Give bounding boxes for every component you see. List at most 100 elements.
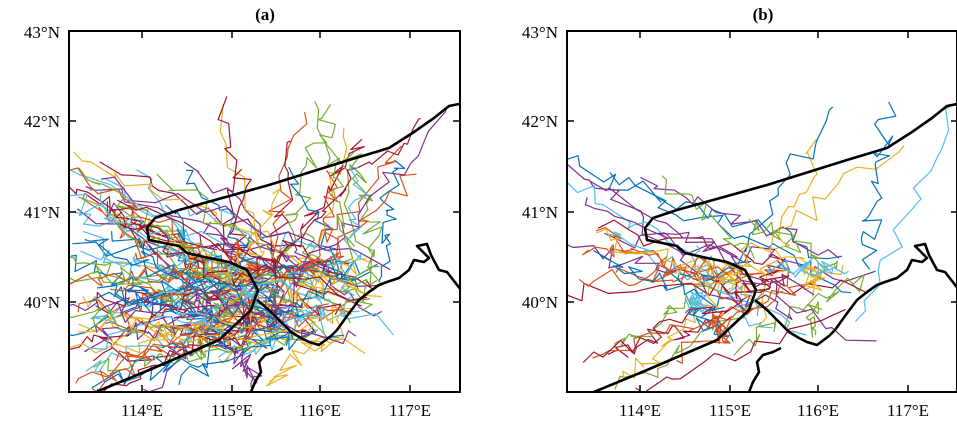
trajectory-line <box>567 180 711 271</box>
trajectory-line <box>187 209 355 264</box>
trajectory-line <box>378 159 406 283</box>
trajectory-line <box>100 176 391 271</box>
trajectory-line <box>693 245 773 329</box>
trajectory-line <box>250 118 421 283</box>
trajectory-line <box>854 104 952 322</box>
panel-a-lat-tick-40: 40°N <box>24 293 60 312</box>
trajectory-line <box>593 250 725 312</box>
panel-a-lat-tick-43: 43°N <box>24 23 60 42</box>
trajectory-line <box>217 188 281 321</box>
trajectory-line <box>717 145 905 290</box>
trajectory-line <box>584 197 815 296</box>
panel-b-lon-tick-116: 116°E <box>797 401 839 420</box>
trajectory-line <box>161 300 342 319</box>
trajectory-line <box>88 257 344 350</box>
coastline <box>747 346 782 392</box>
panel-a-lon-tick-114: 114°E <box>121 401 163 420</box>
trajectory-line <box>109 284 330 309</box>
panel-b-lat-tick-41: 41°N <box>522 203 558 222</box>
trajectory-line <box>247 236 351 285</box>
panel-b-lon-tick-114: 114°E <box>619 401 661 420</box>
panel-a-trajectories <box>69 96 448 392</box>
trajectory-line <box>635 308 846 392</box>
trajectory-line <box>608 231 807 336</box>
panel-b-lat-tick-40: 40°N <box>522 293 558 312</box>
trajectory-line <box>273 104 336 263</box>
trajectory-line <box>77 208 382 287</box>
panel-a-lon-tick-115: 115°E <box>211 401 253 420</box>
trajectory-line <box>322 170 345 260</box>
trajectory-line <box>82 296 229 354</box>
panel-b-tick-marks <box>567 30 957 392</box>
panel-b-lon-tick-115: 115°E <box>709 401 751 420</box>
trajectory-line <box>592 281 815 359</box>
panel-b-lat-tick-43: 43°N <box>522 23 558 42</box>
trajectory-line <box>802 265 825 297</box>
trajectory-line <box>748 218 838 270</box>
trajectory-line <box>115 211 229 279</box>
trajectory-line <box>733 274 865 356</box>
trajectory-line <box>767 257 849 278</box>
trajectory-line <box>218 306 355 364</box>
trajectory-line <box>117 199 368 301</box>
trajectory-line <box>597 219 786 265</box>
trajectory-line <box>69 259 214 287</box>
trajectory-line <box>253 111 308 280</box>
boundary-line <box>593 102 957 392</box>
panel-a-lon-tick-117: 117°E <box>389 401 431 420</box>
trajectory-line <box>69 167 215 262</box>
trajectory-line <box>340 167 369 320</box>
panel-a-lon-tick-116: 116°E <box>299 401 341 420</box>
trajectory-line <box>289 258 371 299</box>
trajectory-line <box>324 142 373 312</box>
trajectory-line <box>69 185 230 284</box>
trajectory-line <box>270 140 294 328</box>
panel-a: (a) 43°N 42°N 41°N 40°N 114°E 115°E 116°… <box>24 5 461 420</box>
panel-a-lat-tick-42: 42°N <box>24 112 60 131</box>
trajectory-line <box>156 289 235 318</box>
panel-b-lat-tick-42: 42°N <box>522 112 558 131</box>
panel-a-title: (a) <box>255 5 275 24</box>
trajectory-line <box>343 151 383 268</box>
trajectory-line <box>578 264 760 287</box>
boundary-line <box>95 102 460 392</box>
trajectory-line <box>250 145 402 307</box>
trajectory-line <box>73 151 382 298</box>
trajectory-line <box>596 228 765 304</box>
panel-a-lat-tick-41: 41°N <box>24 203 60 222</box>
trajectory-line <box>93 329 319 372</box>
trajectory-line <box>69 296 265 317</box>
trajectory-line <box>269 106 448 318</box>
trajectory-line <box>288 166 360 293</box>
trajectory-line <box>91 302 248 392</box>
trajectory-line <box>685 291 710 313</box>
panel-b: (b) 43°N 42°N 41°N 40°N 114°E 115°E 116°… <box>522 5 957 420</box>
panel-b-boundary <box>593 102 957 392</box>
trajectory-line <box>661 175 755 259</box>
panel-a-boundary <box>95 102 460 392</box>
trajectory-line <box>69 168 395 336</box>
trajectory-line <box>69 263 279 351</box>
trajectory-line <box>567 155 843 260</box>
panel-a-tick-marks <box>69 30 460 392</box>
trajectory-line <box>582 275 790 363</box>
panel-b-frame <box>566 30 957 393</box>
trajectory-line <box>84 238 282 316</box>
trajectory-line <box>860 101 897 270</box>
coastline <box>249 346 284 392</box>
coastline <box>754 242 957 347</box>
trajectory-line <box>69 265 350 294</box>
trajectory-line <box>622 268 743 381</box>
panel-b-title: (b) <box>753 5 774 24</box>
trajectory-line <box>567 279 866 302</box>
trajectory-line <box>805 301 823 338</box>
trajectory-line <box>104 329 345 383</box>
trajectory-line <box>122 285 260 332</box>
trajectory-line <box>111 231 276 329</box>
trajectory-line <box>590 180 877 342</box>
trajectory-line <box>178 278 331 385</box>
coastline <box>256 242 460 347</box>
trajectory-line <box>96 284 294 341</box>
trajectory-line <box>107 305 272 347</box>
